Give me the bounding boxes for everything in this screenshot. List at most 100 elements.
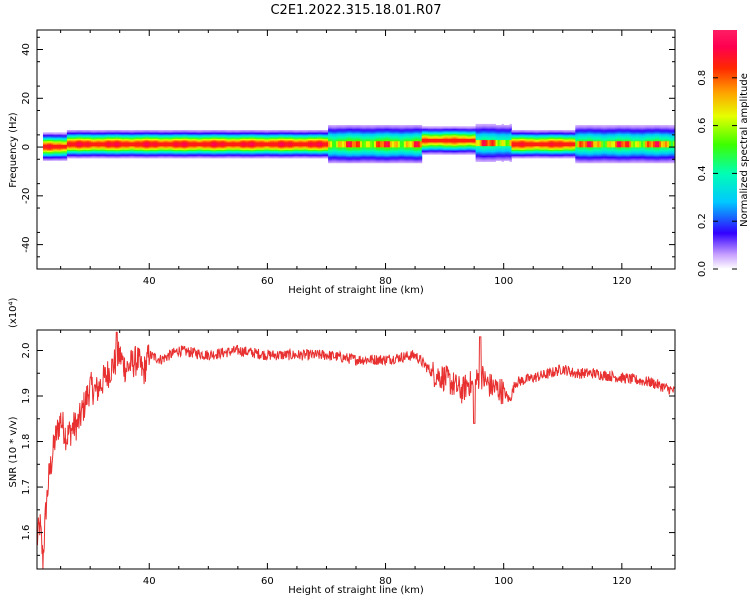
heatmap-cell (54, 133, 58, 136)
heatmap-cell (365, 145, 369, 148)
heatmap-cell (401, 155, 405, 158)
heatmap-cell (322, 153, 325, 155)
heatmap-cell (106, 149, 110, 152)
heatmap-cell (377, 129, 381, 132)
heatmap-cell (411, 127, 415, 130)
heatmap-cell (397, 151, 401, 154)
heatmap-cell (70, 151, 74, 154)
heatmap-cell (180, 145, 183, 148)
heatmap-cell (298, 134, 301, 137)
heatmap-cell (326, 144, 329, 147)
heatmap-cell (389, 134, 393, 137)
heatmap-cell (361, 132, 365, 134)
heatmap-cell (361, 150, 365, 153)
heatmap-cell (58, 149, 62, 152)
heatmap-cell (232, 155, 235, 158)
heatmap-cell (322, 150, 325, 153)
heatmap-cell (202, 153, 205, 155)
heatmap-cell (268, 144, 271, 147)
heatmap-cell (126, 132, 130, 134)
heatmap-cell (192, 138, 195, 141)
heatmap-cell (170, 151, 173, 154)
heatmap-cell (114, 154, 118, 156)
heatmap-cell (377, 126, 381, 128)
heatmap-cell (110, 148, 114, 150)
heatmap-cell (108, 132, 112, 134)
heatmap-cell (419, 132, 423, 134)
heatmap-cell (310, 140, 313, 143)
heatmap-cell (264, 129, 267, 132)
heatmap-cell (379, 131, 383, 133)
heatmap-cell (202, 150, 205, 153)
heatmap-cell (134, 139, 138, 142)
heatmap-cell (212, 138, 215, 141)
heatmap-cell (154, 140, 158, 143)
heatmap-cell (266, 139, 269, 142)
heatmap-cell (306, 140, 309, 143)
heatmap-cell (383, 150, 387, 153)
heatmap-cell (413, 144, 417, 147)
heatmap-cell (184, 132, 187, 134)
heatmap-cell (242, 144, 245, 147)
heatmap-cell (332, 137, 335, 139)
heatmap-cell (200, 136, 203, 138)
heatmap-cell (146, 138, 150, 141)
heatmap-cell (363, 156, 367, 159)
heatmap-cell (342, 155, 345, 158)
heatmap-cell (310, 153, 313, 155)
heatmap-cell (124, 151, 128, 154)
heatmap-cell (377, 132, 381, 134)
heatmap-cell (437, 127, 441, 130)
heatmap-cell (228, 129, 231, 132)
heatmap-cell (365, 160, 369, 162)
heatmap-cell (76, 132, 80, 134)
heatmap-cell (421, 145, 425, 148)
heatmap-cell (314, 148, 317, 150)
heatmap-cell (288, 151, 291, 154)
heatmap-cell (154, 154, 158, 156)
heatmap-cell (126, 140, 130, 143)
heatmap-cell (186, 156, 189, 159)
heatmap-cell (48, 140, 52, 143)
heatmap-cell (334, 158, 337, 160)
heatmap-cell (433, 133, 437, 136)
heatmap-cell (278, 149, 281, 152)
heatmap-cell (134, 129, 138, 132)
heatmap-cell (369, 155, 373, 158)
heatmap-cell (361, 129, 365, 132)
heatmap-cell (138, 144, 142, 147)
heatmap-cell (280, 142, 283, 144)
heatmap-cell (397, 144, 401, 147)
heatmap-cell (124, 147, 128, 149)
heatmap-cell (258, 131, 261, 133)
heatmap-cell (338, 142, 341, 144)
heatmap-cell (395, 139, 399, 142)
heatmap-cell (407, 155, 411, 158)
heatmap-cell (112, 156, 116, 159)
heatmap-cell (96, 150, 100, 153)
heatmap-cell (409, 159, 413, 161)
heatmap-cell (178, 131, 181, 133)
heatmap-cell (212, 132, 215, 134)
heatmap-cell (272, 153, 275, 155)
heatmap-cell (356, 136, 359, 138)
heatmap-cell (52, 155, 56, 158)
heatmap-cell (340, 159, 343, 161)
heatmap-cell (356, 126, 359, 128)
heatmap-cell (320, 149, 323, 152)
heatmap-cell (401, 145, 405, 148)
heatmap-cell (52, 137, 56, 139)
heatmap-cell (136, 131, 140, 133)
heatmap-cell (290, 129, 293, 132)
heatmap-cell (387, 153, 391, 155)
heatmap-cell (198, 136, 201, 138)
heatmap-cell (78, 134, 82, 137)
heatmap-cell (160, 145, 163, 148)
heatmap-cell (340, 131, 343, 133)
heatmap-cell (106, 133, 110, 136)
heatmap-cell (419, 127, 423, 130)
heatmap-cell (389, 127, 393, 130)
heatmap-cell (260, 148, 263, 150)
heatmap-cell (371, 144, 375, 147)
heatmap-cell (312, 149, 315, 152)
